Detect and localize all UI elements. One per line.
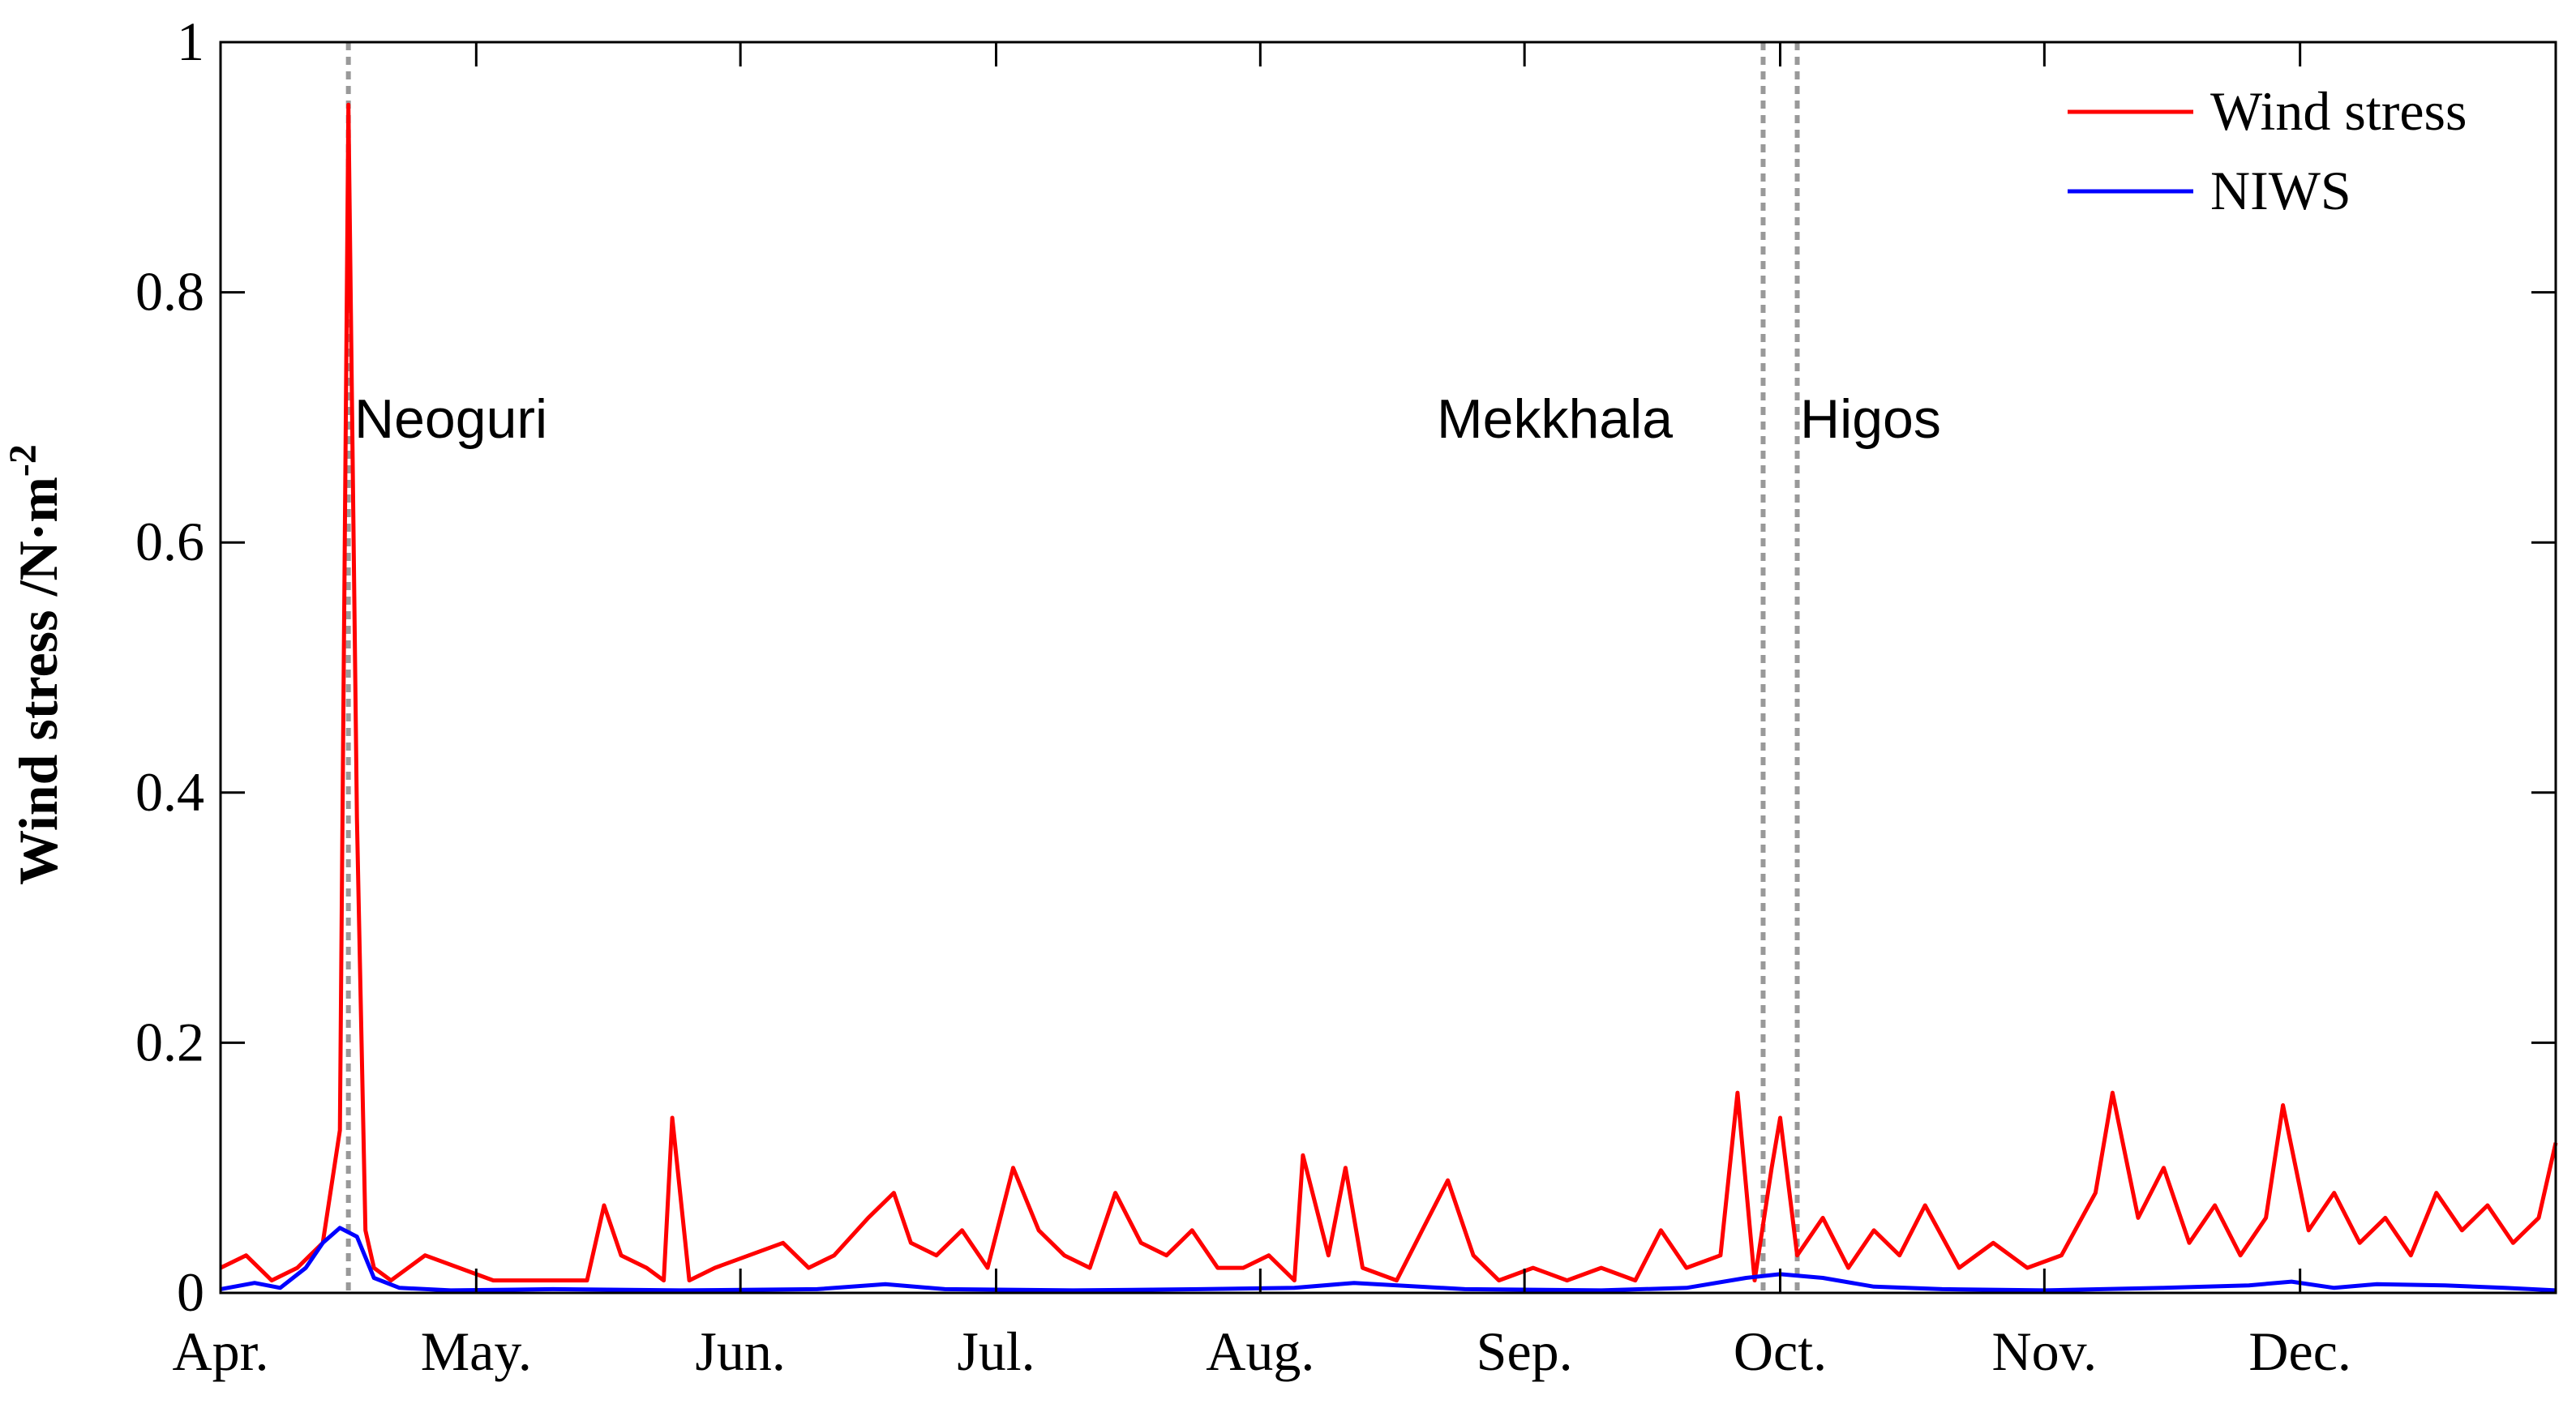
x-tick-label: Apr. <box>173 1320 269 1382</box>
event-label-neoguri: Neoguri <box>354 388 547 450</box>
event-lines <box>345 42 1800 1293</box>
legend: Wind stress NIWS <box>2068 80 2467 221</box>
axis-ticks <box>219 41 2556 1295</box>
event-label-higos: Higos <box>1800 388 1941 450</box>
legend-label-wind-stress: Wind stress <box>2210 80 2467 142</box>
y-axis-label-exponent: -2 <box>2 444 45 477</box>
series-line-wind-stress <box>219 102 2558 1283</box>
y-axis-label: Wind stress /N·m-2 <box>2 444 69 885</box>
axis-tick-labels: 0 0.2 0.4 0.6 0.8 1 Apr. May. Jun. Jul. Aug. Sep. Oc… <box>135 11 2351 1382</box>
series-layer <box>219 102 2558 1293</box>
series-line-niws <box>220 1226 2557 1293</box>
x-tick-label: May. <box>421 1320 532 1382</box>
y-tick-label: 1 <box>177 11 204 72</box>
y-tick-label: 0 <box>177 1261 204 1323</box>
x-tick-label: Jul. <box>957 1320 1035 1382</box>
x-tick-label: Jun. <box>695 1320 785 1382</box>
y-tick-label: 0.8 <box>135 261 204 323</box>
x-tick-label: Sep. <box>1477 1320 1573 1382</box>
plot-frame <box>219 41 2557 1295</box>
x-tick-label: Dec. <box>2248 1320 2351 1382</box>
event-labels: Neoguri Mekkhala Higos <box>354 388 1941 450</box>
x-tick-label: Nov. <box>1991 1320 2097 1382</box>
event-label-mekkhala: Mekkhala <box>1437 388 1673 450</box>
y-tick-label: 0.6 <box>135 511 204 572</box>
y-tick-label: 0.2 <box>135 1011 204 1072</box>
x-tick-label: Oct. <box>1734 1320 1827 1382</box>
x-tick-label: Aug. <box>1206 1320 1314 1382</box>
y-tick-label: 0.4 <box>135 761 204 823</box>
legend-label-niws: NIWS <box>2210 160 2351 221</box>
